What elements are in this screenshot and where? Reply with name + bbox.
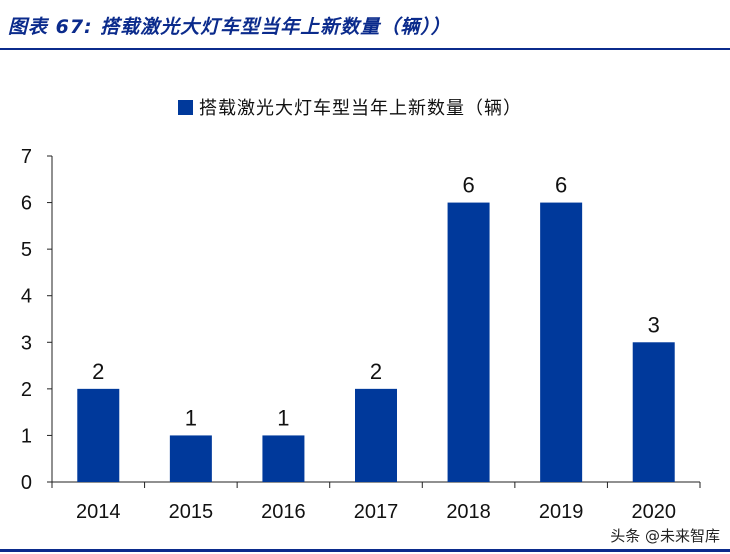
bar-value-label: 6 — [555, 173, 567, 198]
y-tick-label: 4 — [21, 286, 32, 308]
x-tick-label: 2015 — [169, 501, 214, 523]
bar — [447, 202, 490, 483]
bar-value-label: 3 — [648, 312, 660, 337]
bar — [632, 342, 675, 482]
y-tick-label: 5 — [21, 239, 32, 261]
bar — [355, 388, 397, 482]
x-tick-label: 2016 — [261, 501, 306, 523]
bar-value-label: 2 — [92, 359, 104, 384]
y-tick-label: 1 — [21, 425, 32, 447]
y-tick-label: 7 — [21, 146, 32, 168]
x-tick-label: 2020 — [631, 501, 676, 523]
y-tick-label: 0 — [21, 472, 32, 494]
watermark-text: 头条 @未来智库 — [610, 527, 720, 545]
bar — [77, 388, 120, 482]
y-tick-label: 3 — [21, 332, 32, 354]
bar — [540, 202, 583, 483]
y-tick-label: 2 — [21, 379, 32, 401]
y-tick-label: 6 — [21, 193, 32, 215]
chart-tick-labels: 0 1 2 3 4 5 6 7 2014 2015 2016 2017 2018 2019 2020 — [21, 146, 676, 523]
x-tick-label: 2019 — [539, 501, 584, 523]
bottom-divider — [0, 549, 730, 552]
bar — [262, 435, 305, 482]
chart-data-labels: 2 1 1 2 6 6 3 — [92, 173, 660, 431]
bar-value-label: 1 — [277, 405, 289, 430]
bar-value-label: 2 — [370, 359, 382, 384]
chart-legend: 搭载激光大灯车型当年上新数量（辆） — [178, 95, 522, 119]
legend-swatch — [178, 99, 193, 115]
bar — [169, 435, 212, 482]
x-tick-label: 2014 — [76, 501, 121, 523]
title-divider — [0, 48, 730, 50]
bar-value-label: 6 — [462, 173, 474, 198]
figure-title: 图表 67: 搭载激光大灯车型当年上新数量（辆）） — [8, 16, 451, 38]
x-tick-label: 2017 — [354, 501, 399, 523]
x-tick-label: 2018 — [446, 501, 491, 523]
chart-bars — [77, 202, 675, 483]
legend-label: 搭载激光大灯车型当年上新数量（辆） — [199, 98, 522, 119]
bar-value-label: 1 — [185, 405, 197, 430]
